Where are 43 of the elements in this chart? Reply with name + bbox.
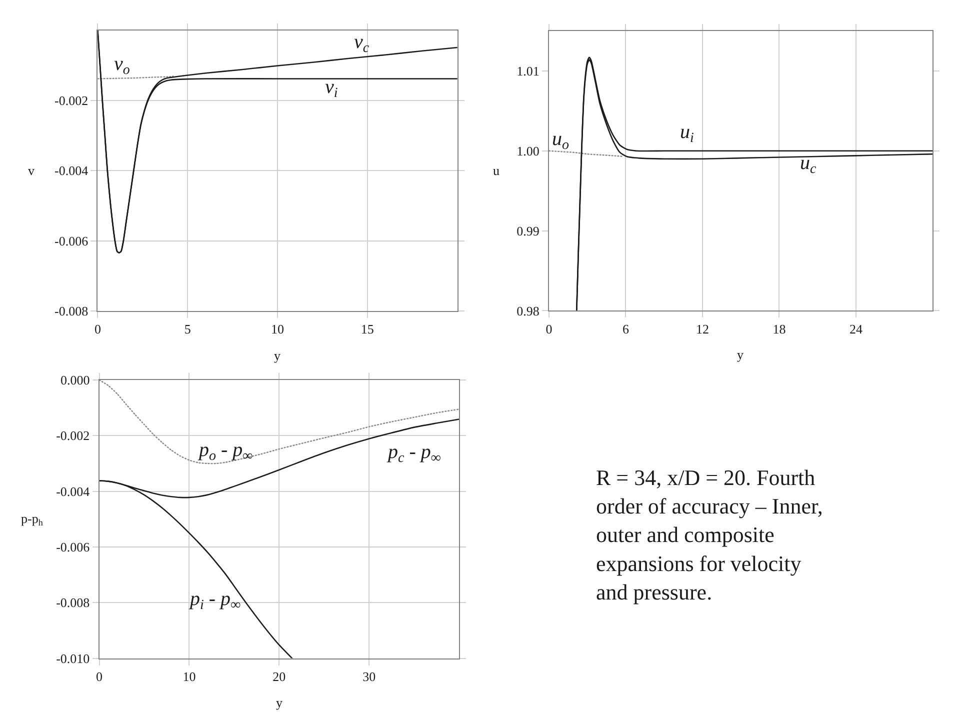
x-tick-label: 0 (546, 321, 552, 336)
y-tick-label: -0.004 (54, 163, 89, 178)
series-label: v$_{o}$ (114, 53, 130, 78)
x-axis-title: y (274, 348, 281, 363)
y-tick-label: -0.006 (54, 233, 89, 248)
series-label: u$_{i}$ (680, 121, 694, 146)
y-tick-label: -0.008 (56, 595, 90, 610)
y-tick-label: 1.00 (516, 143, 540, 158)
y-axis-title: v (28, 163, 35, 178)
series-label: p$_{o}$ - p$_{∞}$ (197, 439, 253, 464)
x-tick-label: 18 (772, 321, 786, 336)
series-label: u$_{o}$ (552, 128, 569, 154)
x-tick-label: 0 (94, 322, 101, 337)
y-tick-label: -0.004 (56, 484, 90, 499)
x-tick-label: 10 (271, 322, 284, 337)
y-tick-label: 1.01 (516, 64, 540, 79)
x-tick-label: 30 (362, 668, 376, 684)
y-tick-label: 0.000 (60, 372, 90, 388)
y-axis-title: u (493, 163, 500, 178)
series-label: v$_{c}$ (354, 31, 370, 56)
series-label: u$_{c}$ (800, 152, 817, 178)
x-tick-label: 5 (184, 322, 191, 337)
y-axis-title: p-p$_{h}$ (21, 511, 44, 528)
text: R = 34, x/D = 20. Fourth order of accuracy – Inner, outer and composite expansions for velocity and pressure. (596, 465, 823, 604)
y-tick-label: -0.002 (56, 428, 90, 444)
x-tick-label: 20 (272, 668, 286, 684)
y-tick-label: 0.98 (516, 303, 540, 318)
x-tick-label: 0 (96, 668, 103, 684)
x-axis-title: y (737, 347, 744, 362)
y-tick-label: -0.006 (56, 540, 90, 555)
x-tick-label: 15 (360, 322, 374, 337)
y-tick-label: -0.002 (54, 93, 88, 108)
series-label: v$_{i}$ (325, 76, 338, 102)
x-tick-label: 12 (696, 321, 709, 336)
series-label: p$_{i}$ - p$_{∞}$ (188, 588, 241, 614)
x-axis-title: y (276, 695, 283, 710)
series-label: p$_{c}$ - p$_{∞}$ (386, 441, 441, 466)
y-tick-label: -0.010 (56, 650, 90, 666)
x-tick-label: 6 (622, 321, 630, 336)
y-tick-label: 0.99 (516, 223, 540, 238)
x-tick-label: 10 (182, 668, 196, 684)
x-tick-label: 24 (849, 321, 863, 336)
y-tick-label: -0.008 (54, 304, 88, 319)
